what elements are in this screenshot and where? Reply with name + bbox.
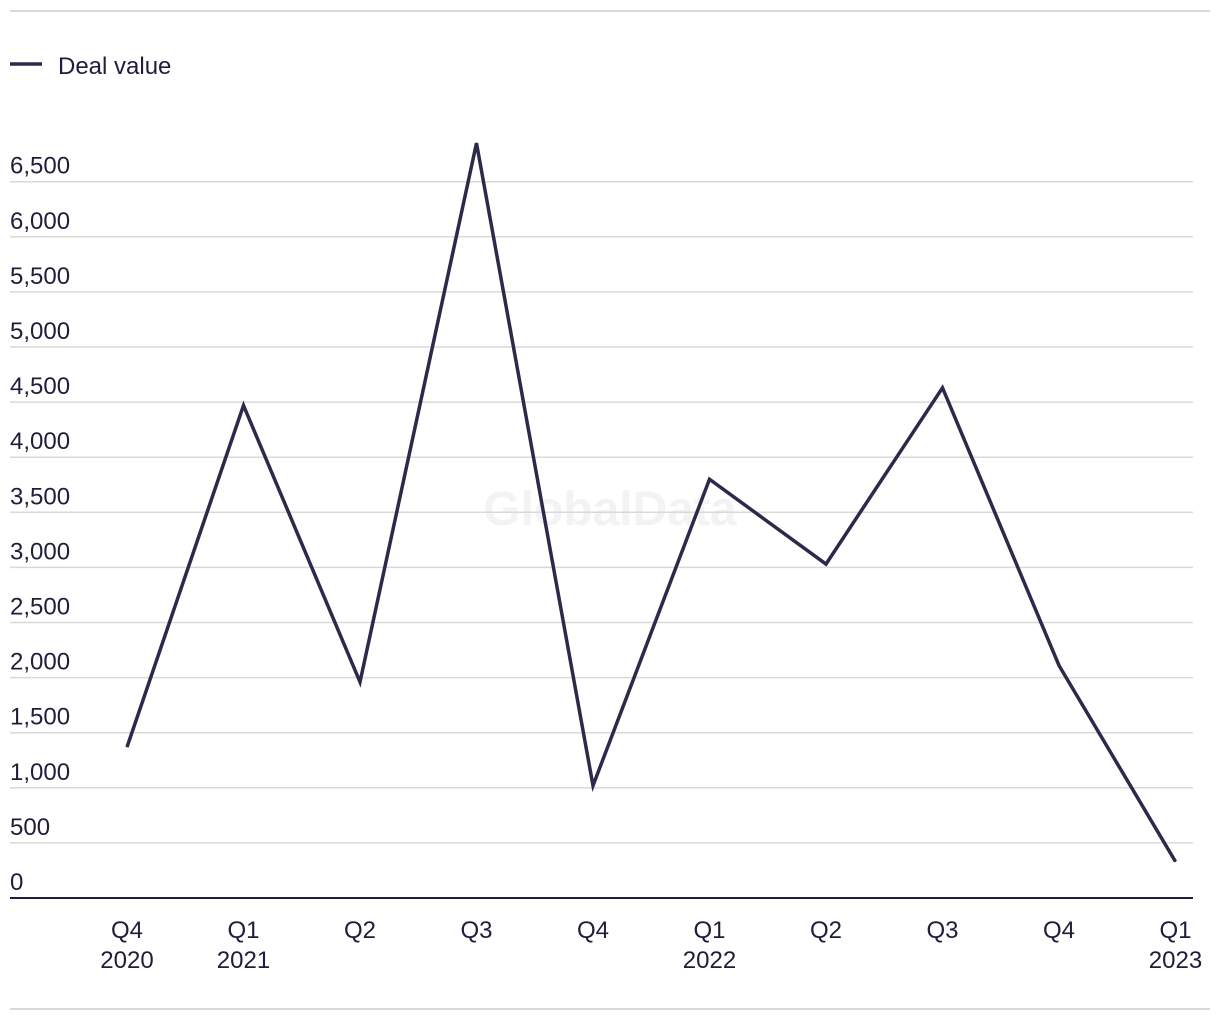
y-tick-label-2000: 2,000	[10, 649, 70, 676]
x-tick-label-4: Q4	[577, 917, 609, 944]
x-tick-year-0: 2020	[100, 947, 153, 974]
y-tick-label-3000: 3,000	[10, 538, 70, 565]
y-axis-ticks: 0 500 1,000 1,500 2,000 2,500 3,000 3,500 4,000 4…	[10, 153, 70, 896]
data-point-5	[709, 478, 710, 480]
series-line-0	[125, 142, 1178, 863]
data-point-4	[592, 785, 594, 787]
x-tick-year-5: 2022	[683, 947, 736, 974]
x-tick-label-2: Q2	[344, 917, 376, 944]
data-point-7	[942, 387, 943, 389]
y-tick-label-3500: 3,500	[10, 483, 70, 510]
y-tick-label-0: 0	[10, 869, 23, 896]
data-point-0	[126, 746, 128, 748]
y-tick-label-4500: 4,500	[10, 373, 70, 400]
x-tick-label-9: Q1	[1159, 917, 1191, 944]
data-point-9	[1175, 861, 1176, 863]
x-tick-label-3: Q3	[460, 917, 492, 944]
watermark: GlobalData	[483, 483, 737, 536]
series	[125, 142, 1178, 863]
x-tick-year-1: 2021	[217, 947, 270, 974]
x-tick-label-0: Q4	[111, 917, 143, 944]
y-tick-label-5500: 5,500	[10, 263, 70, 290]
x-tick-label-6: Q2	[810, 917, 842, 944]
y-tick-label-6000: 6,000	[10, 208, 70, 235]
x-tick-year-9: 2023	[1149, 947, 1202, 974]
y-tick-label-4000: 4,000	[10, 428, 70, 455]
data-point-6	[825, 563, 827, 565]
y-tick-label-1500: 1,500	[10, 704, 70, 731]
legend-label-deal-value: Deal value	[58, 53, 171, 80]
data-point-8	[1058, 664, 1060, 666]
y-tick-label-2500: 2,500	[10, 594, 70, 621]
x-tick-label-5: Q1	[693, 917, 725, 944]
data-point-3	[476, 142, 477, 144]
legend: Deal value	[10, 53, 171, 80]
x-tick-label-7: Q3	[926, 917, 958, 944]
data-point-2	[359, 681, 361, 683]
data-point-1	[243, 404, 244, 406]
x-tick-label-8: Q4	[1043, 917, 1075, 944]
y-tick-label-5000: 5,000	[10, 318, 70, 345]
x-axis-ticks: Q4 2020 Q1 2021 Q2 Q3 Q4 Q1 2022 Q2 Q3 Q4 Q1 2023	[100, 917, 1202, 974]
y-tick-label-1000: 1,000	[10, 759, 70, 786]
x-tick-label-1: Q1	[227, 917, 259, 944]
y-tick-label-6500: 6,500	[10, 153, 70, 180]
gridlines	[10, 180, 1193, 844]
y-tick-label-500: 500	[10, 814, 50, 841]
